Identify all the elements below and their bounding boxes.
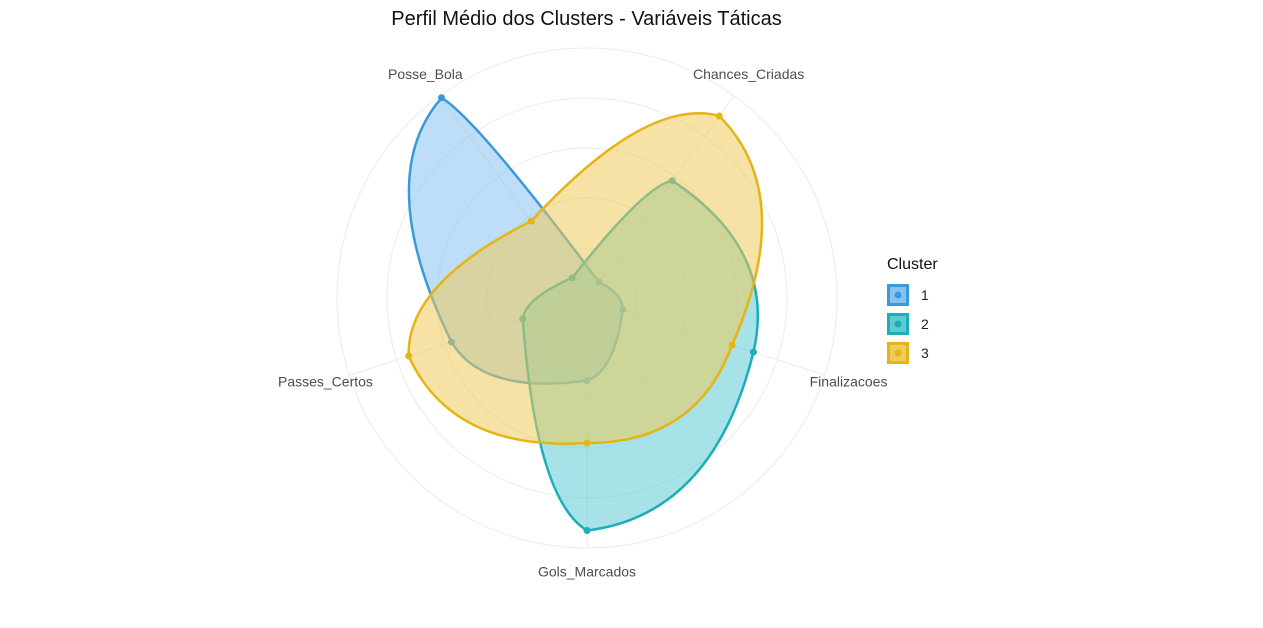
point-cluster-3-Chances_Criadas [715, 112, 723, 120]
legend-dot-3 [894, 349, 902, 356]
legend-title: Cluster [887, 256, 938, 273]
axis-label-Finalizacoes: Finalizacoes [810, 374, 888, 390]
legend-dot-1 [894, 291, 902, 298]
point-cluster-3-Gols_Marcados [583, 439, 591, 447]
axis-labels: Posse_Bola Chances_Criadas Finalizacoes Gol… [278, 66, 887, 579]
legend-key-1 [887, 283, 909, 306]
legend-label-1: 1 [921, 286, 929, 303]
chart-title: Perfil Médio dos Clusters - Variáveis Tá… [391, 8, 782, 30]
point-cluster-2-Gols_Marcados [583, 527, 591, 534]
point-cluster-2-Finalizacoes [749, 348, 757, 356]
axis-label-Gols_Marcados: Gols_Marcados [538, 564, 636, 580]
legend-item-1: 1 [887, 280, 938, 309]
point-cluster-1-Posse_Bola [438, 94, 446, 102]
series-area-cluster-3 [407, 112, 764, 445]
legend-label-3: 3 [921, 344, 929, 361]
legend-label-2: 2 [921, 315, 929, 332]
point-cluster-3-Passes_Certos [405, 352, 413, 360]
axis-label-Posse_Bola: Posse_Bola [388, 66, 463, 82]
point-cluster-3-Finalizacoes [728, 341, 736, 349]
legend: Cluster 1 2 3 [887, 256, 938, 367]
legend-key-2 [887, 312, 909, 335]
axis-label-Passes_Certos: Passes_Certos [278, 374, 373, 390]
legend-item-2: 2 [887, 309, 938, 338]
legend-dot-2 [894, 320, 902, 327]
axis-label-Chances_Criadas: Chances_Criadas [693, 66, 804, 82]
point-cluster-3-Posse_Bola [527, 217, 535, 225]
legend-item-3: 3 [887, 338, 938, 367]
legend-key-3 [887, 341, 909, 364]
legend-items: 1 2 3 [887, 280, 938, 367]
series-layer [405, 94, 764, 534]
